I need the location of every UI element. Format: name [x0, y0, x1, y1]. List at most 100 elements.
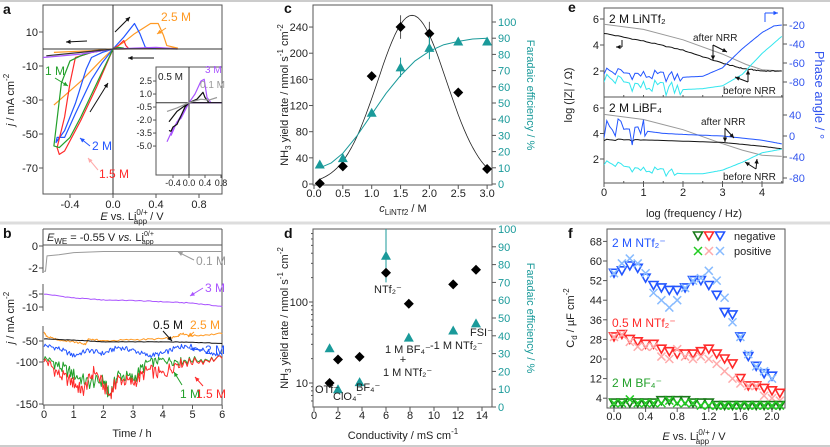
cd-point: [617, 398, 627, 408]
e-x-axis-label: log (frequency / Hz): [646, 208, 742, 220]
cd-point: [742, 381, 755, 392]
fe-point: [482, 36, 493, 46]
cd-point: [633, 398, 643, 408]
x-tick-label: 2: [335, 410, 341, 422]
y-tick-label: 80: [296, 127, 308, 139]
cd-point: [702, 344, 715, 355]
fe-point: [453, 36, 464, 46]
inset-y-tick-label: -5.0: [136, 141, 152, 151]
cd-point: [774, 400, 786, 412]
annotation-label: -1 M NTf₂⁻: [430, 340, 483, 352]
cd-point: [664, 354, 674, 364]
yield-point: [381, 267, 391, 278]
legend-label-negative: negative: [734, 231, 776, 243]
c-y-axis-label: NH3 yield rate / nmol s-1 cm-2: [276, 24, 293, 166]
pointer-arrow-head: [195, 377, 200, 382]
fe-point: [333, 384, 343, 394]
cd-point: [726, 310, 739, 321]
y-tick-label: -5: [28, 289, 38, 301]
cd-point: [695, 346, 707, 358]
cd-point: [664, 396, 674, 406]
pointer-arrow-head: [167, 336, 172, 341]
cd-point: [672, 344, 682, 354]
annotation-label: 2 M: [92, 139, 112, 153]
cd-point: [710, 400, 723, 412]
cd-point: [655, 283, 668, 294]
cd-point: [608, 332, 620, 343]
panel-label-c: c: [284, 0, 292, 16]
cd-point: [696, 273, 706, 283]
y-tick-label: -100: [16, 357, 38, 369]
annotation-label: after NRR: [693, 33, 737, 44]
f-y-axis-label: Cd / µF cm-2: [562, 288, 579, 348]
x-tick-label: 3: [130, 409, 136, 421]
e-traces: [604, 23, 783, 97]
cd-point: [727, 317, 738, 327]
x-tick-label: 2.0: [422, 188, 437, 200]
inset-y-tick-label: -3.5: [136, 128, 152, 138]
d-plot-area: [312, 228, 493, 408]
x-tick-label: 4: [359, 410, 365, 422]
cd-point: [616, 265, 628, 277]
y-tick-label: 52: [590, 276, 602, 288]
cd-point: [631, 398, 644, 409]
cd-point: [687, 349, 699, 360]
cd-point: [679, 283, 691, 294]
cd-point: [766, 386, 778, 397]
cd-point: [759, 391, 769, 401]
x-tick-label: 0.0: [306, 188, 321, 200]
b-header-condition: EWE = -0.55 V vs. Li0/+ app: [47, 231, 154, 246]
pointer-arrow-head: [754, 159, 759, 164]
y2-tick-label: -40: [789, 152, 805, 164]
y-tick-label: -2: [28, 263, 38, 275]
pointer-arrow-head: [710, 55, 716, 60]
y2-tick-label: 0: [498, 402, 504, 414]
y-tick-label: 160: [290, 74, 308, 86]
annotation-label: after NRR: [701, 117, 745, 128]
a-y-axis-label: j / mA cm-2: [2, 73, 17, 128]
cd-point: [631, 337, 644, 348]
cd-point: [608, 398, 620, 409]
x-tick-label: 1: [640, 187, 646, 199]
yield-point: [354, 351, 365, 362]
y2-tick-label: 80: [498, 260, 510, 272]
legend-marker-negative: [692, 231, 704, 242]
cd-point: [712, 276, 722, 286]
y2-tick-label: 50: [498, 98, 510, 110]
pointer-arrow-head: [190, 347, 195, 352]
cd-point: [720, 401, 730, 411]
cd-point: [742, 400, 755, 412]
y-tick-label: 10: [296, 378, 308, 390]
cd-point: [609, 268, 619, 278]
pointer-arrow-head: [63, 81, 68, 86]
current-trace: [43, 355, 223, 400]
inset-x-tick-label: 0.0: [183, 178, 196, 188]
x-tick-label: -0.4: [61, 199, 80, 211]
yield-point: [314, 178, 325, 189]
fe-point: [395, 62, 406, 72]
cd-point: [688, 354, 698, 364]
inset-y-tick-label: 1.0: [139, 89, 152, 99]
cd-point: [647, 398, 660, 409]
cd-point: [672, 295, 682, 305]
y-tick-label: 4: [593, 129, 599, 141]
impedance-trace: [604, 113, 782, 157]
fe-point: [448, 325, 459, 335]
inset-cv-curve: [166, 96, 218, 112]
x-tick-label: 0.8: [670, 411, 685, 423]
x-tick-label: 8: [407, 410, 413, 422]
y-tick-label: 100: [290, 297, 308, 309]
cd-point: [687, 398, 699, 409]
annotation-label: OTf⁻: [315, 384, 339, 396]
x-tick-label: 0: [601, 187, 607, 199]
cd-point: [625, 254, 635, 264]
yield-point: [453, 87, 464, 98]
cd-point: [766, 400, 778, 412]
cd-point: [726, 400, 739, 412]
fe-point: [337, 153, 348, 163]
y2-tick-label: 20: [498, 147, 510, 159]
cd-point: [710, 290, 723, 301]
y-tick-label: 36: [590, 315, 602, 327]
x-tick-label: 4: [160, 409, 166, 421]
y-tick-label: 10: [26, 27, 38, 39]
